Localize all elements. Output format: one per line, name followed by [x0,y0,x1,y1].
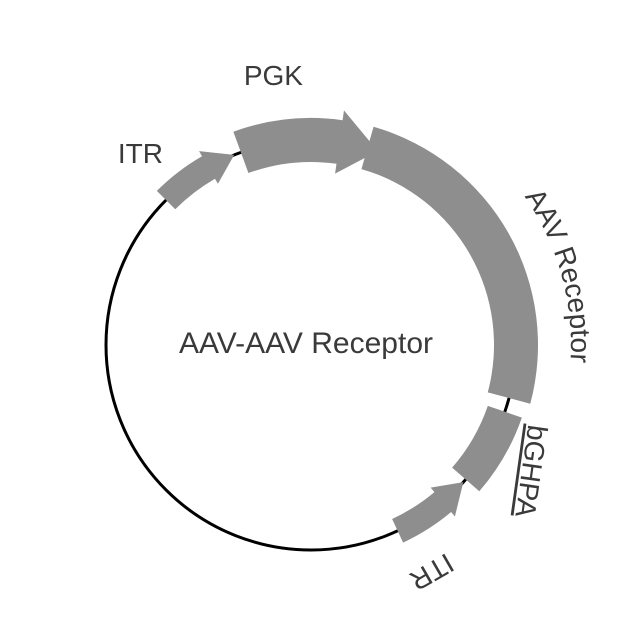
feature-aav-receptor [361,127,538,404]
feature-itr-top [157,151,234,209]
label-itr-bottom: ITR [404,547,459,596]
plasmid-title: AAV-AAV Receptor [179,327,433,360]
plasmid-map: ITRPGKAAV ReceptorbGHPAITR AAV-AAV Recep… [0,0,623,639]
feature-pgk [233,110,377,173]
feature-itr-bottom [392,482,463,542]
label-pgk: PGK [244,60,303,91]
feature-bghpa [452,406,522,491]
label-itr-top: ITR [118,138,163,169]
label-bghpa: bGHPA [509,423,553,520]
